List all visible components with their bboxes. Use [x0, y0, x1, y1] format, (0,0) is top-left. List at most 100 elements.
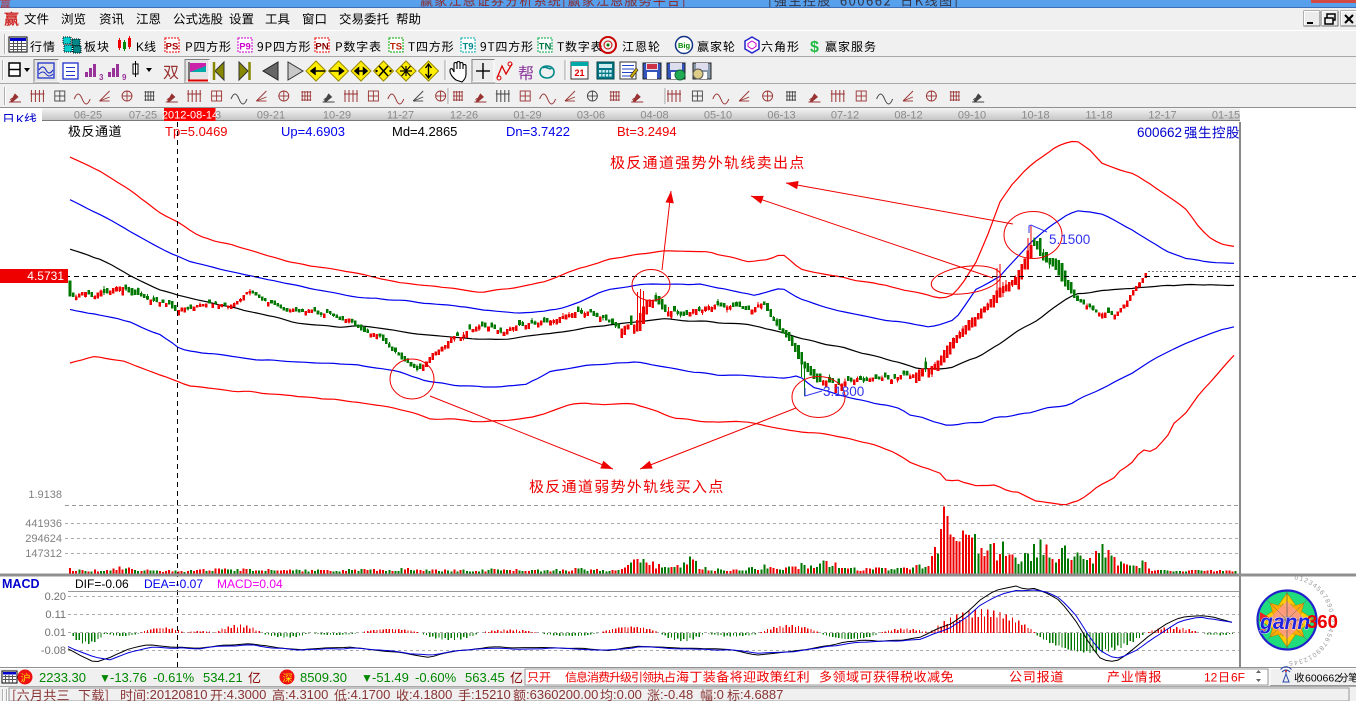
svg-text:3: 3: [1298, 657, 1304, 665]
svg-text:147312: 147312: [25, 548, 62, 560]
svg-text:05-10: 05-10: [704, 110, 732, 122]
svg-text:Bt=3.2494: Bt=3.2494: [617, 124, 677, 139]
svg-text:12-17: 12-17: [1148, 110, 1176, 122]
svg-text:PS: PS: [166, 42, 179, 53]
svg-text:0: 0: [1294, 574, 1299, 582]
svg-text:2: 2: [1302, 655, 1308, 663]
svg-text::-0.48: :-0.48: [660, 687, 693, 701]
svg-text:▼: ▼: [361, 671, 373, 685]
svg-text::0: :0: [713, 687, 724, 701]
svg-text:0.20: 0.20: [45, 591, 66, 603]
svg-text:9: 9: [1314, 647, 1322, 655]
svg-text:3: 3: [99, 73, 104, 82]
svg-text:07-12: 07-12: [831, 110, 859, 122]
svg-text:P9: P9: [239, 42, 251, 53]
svg-text::4.3100: :4.3100: [285, 687, 328, 701]
svg-text:-51.49: -51.49: [372, 670, 409, 685]
svg-text:6: 6: [1318, 589, 1326, 597]
svg-text::0.00: :0.00: [613, 687, 642, 701]
svg-text:▼: ▼: [99, 671, 111, 685]
svg-text:Md=4.2865: Md=4.2865: [392, 124, 457, 139]
svg-text:1: 1: [1298, 575, 1304, 583]
svg-text:01-15: 01-15: [1212, 110, 1240, 122]
svg-text:09-21: 09-21: [257, 110, 285, 122]
svg-text:0: 0: [1310, 651, 1317, 659]
svg-text:21: 21: [574, 68, 584, 78]
svg-text:3: 3: [1307, 579, 1314, 587]
svg-text:5: 5: [1325, 632, 1333, 638]
svg-text:441936: 441936: [25, 518, 62, 530]
svg-text:3.1800: 3.1800: [823, 384, 864, 399]
svg-text:5: 5: [1289, 659, 1293, 666]
svg-text:8: 8: [1323, 598, 1331, 605]
svg-text:1.9138: 1.9138: [28, 489, 62, 501]
svg-text:0.11: 0.11: [45, 609, 66, 621]
svg-text:Dn=3.7422: Dn=3.7422: [506, 124, 570, 139]
svg-text:6: 6: [1323, 636, 1331, 643]
svg-text:K: K: [136, 40, 144, 54]
svg-text::15210: :15210: [471, 687, 511, 701]
svg-text::4.1800: :4.1800: [409, 687, 452, 701]
svg-text:294624: 294624: [25, 533, 62, 545]
svg-text:5: 5: [1315, 585, 1323, 593]
svg-text:2: 2: [1303, 577, 1309, 585]
svg-text:8: 8: [1317, 644, 1325, 652]
svg-text:07-25: 07-25: [129, 110, 157, 122]
svg-text:Up=4.6903: Up=4.6903: [281, 124, 345, 139]
svg-text:TN: TN: [539, 42, 552, 53]
svg-text:563.45: 563.45: [465, 670, 505, 685]
svg-text:7: 7: [1320, 640, 1328, 647]
svg-text:$: $: [810, 39, 819, 56]
svg-text:-13.76: -13.76: [110, 670, 147, 685]
svg-text:3: 3: [215, 110, 221, 122]
svg-text:PN: PN: [315, 42, 328, 53]
svg-text:Tp=5.0469: Tp=5.0469: [165, 124, 228, 139]
svg-text:gann: gann: [1259, 611, 1310, 634]
svg-text:03-06: 03-06: [577, 110, 605, 122]
svg-text:TS: TS: [390, 42, 402, 53]
svg-text:DIF=-0.06: DIF=-0.06: [75, 577, 129, 591]
svg-text:4.5731: 4.5731: [27, 269, 64, 283]
svg-text:T9: T9: [462, 42, 473, 53]
svg-text:6F: 6F: [1231, 671, 1245, 685]
svg-text:12-26: 12-26: [450, 110, 478, 122]
svg-text:8509.30: 8509.30: [300, 670, 347, 685]
svg-text:534.21: 534.21: [203, 670, 243, 685]
svg-text:01-29: 01-29: [513, 110, 541, 122]
svg-text:10-29: 10-29: [323, 110, 351, 122]
svg-text:9: 9: [1325, 603, 1333, 609]
svg-text:3: 3: [1327, 623, 1334, 628]
svg-text:4: 4: [1293, 658, 1298, 666]
svg-text:2012-08-14: 2012-08-14: [162, 110, 218, 122]
svg-text:10-18: 10-18: [1021, 110, 1049, 122]
svg-text:11-27: 11-27: [387, 110, 414, 122]
svg-text:06-13: 06-13: [767, 110, 795, 122]
svg-text:600662: 600662: [1137, 125, 1182, 140]
svg-text:11-18: 11-18: [1085, 110, 1112, 122]
svg-text:600662: 600662: [1305, 673, 1340, 685]
svg-text:-0.60%: -0.60%: [415, 670, 457, 685]
svg-text:-0.08: -0.08: [41, 645, 66, 657]
svg-text:MACD=0.04: MACD=0.04: [217, 577, 283, 591]
svg-text:0: 0: [1327, 608, 1335, 613]
svg-text:Big: Big: [678, 41, 691, 50]
svg-text:06-25: 06-25: [74, 110, 102, 122]
svg-text:08-12: 08-12: [894, 110, 922, 122]
svg-text:7: 7: [1321, 593, 1329, 600]
svg-text:09-10: 09-10: [958, 110, 986, 122]
svg-text:360: 360: [1307, 611, 1338, 632]
svg-text:MACD: MACD: [2, 577, 40, 591]
svg-text:-0.61%: -0.61%: [153, 670, 195, 685]
svg-text:0.01: 0.01: [45, 627, 66, 639]
svg-text:4: 4: [1311, 582, 1318, 590]
svg-text:DEA=-0.07: DEA=-0.07: [144, 577, 203, 591]
svg-text::4.6887: :4.6887: [740, 687, 783, 701]
svg-text:4: 4: [1326, 628, 1334, 634]
svg-text:K: K: [16, 113, 25, 127]
svg-text:9: 9: [122, 73, 127, 82]
svg-text:04-08: 04-08: [640, 110, 668, 122]
svg-text:2: 2: [1328, 618, 1335, 622]
svg-text::6360200.00: :6360200.00: [526, 687, 598, 701]
svg-text:1: 1: [1328, 613, 1335, 618]
svg-text:12: 12: [1204, 671, 1218, 685]
